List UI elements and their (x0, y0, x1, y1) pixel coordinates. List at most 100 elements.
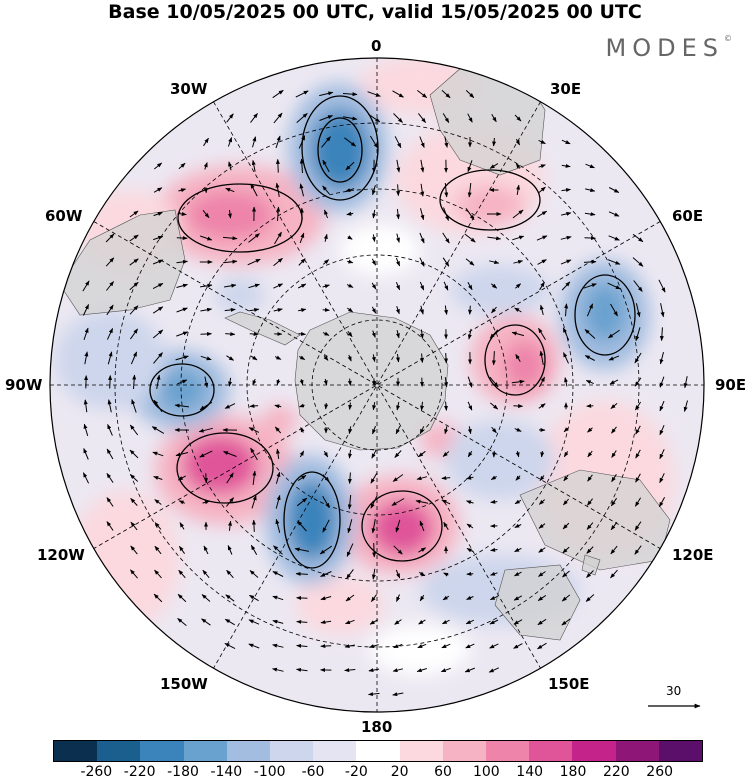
lon-label-0: 0 (371, 37, 382, 55)
colorbar-tick-label: 100 (472, 764, 500, 780)
wind-vector (299, 450, 305, 458)
colorbar-ticks: -260 -220 -180 -140 -100 -60 -20 20 60 100 140 180 2… (53, 764, 703, 782)
wind-vector (583, 283, 597, 289)
wind-vector (393, 113, 403, 123)
wind-vector (396, 401, 401, 411)
wind-vector (299, 158, 304, 174)
wind-vector (465, 90, 475, 98)
wind-vector (345, 161, 355, 171)
wind-vector (418, 547, 427, 553)
wind-vector (396, 159, 401, 173)
wind-vector (178, 188, 187, 193)
wind-vector (226, 497, 234, 507)
wind-vector (227, 209, 232, 219)
wind-vector (249, 403, 259, 408)
wind-vector (153, 593, 163, 603)
wind-vector (659, 424, 665, 436)
wind-vector (420, 401, 425, 411)
wind-vector (419, 426, 425, 435)
wind-vector (395, 257, 401, 267)
wind-vector (346, 569, 354, 580)
wind-vector (199, 450, 213, 458)
wind-vector (82, 304, 90, 316)
wind-vector (247, 258, 261, 266)
wind-vector (417, 643, 427, 649)
wind-vector (129, 258, 139, 266)
wind-vector (443, 572, 449, 577)
colorbar (53, 740, 703, 762)
wind-vector (563, 451, 569, 458)
wind-vector (372, 209, 377, 219)
wind-vector (611, 426, 617, 434)
wind-vector (394, 136, 402, 149)
wind-vector (153, 162, 163, 170)
wind-vector (275, 494, 281, 509)
wind-vector (106, 281, 114, 291)
wind-vector (176, 331, 189, 337)
wind-vector (368, 668, 380, 673)
wind-vector (298, 331, 306, 336)
colorbar-swatch (313, 741, 357, 761)
wind-vector (371, 568, 376, 580)
wind-vector (320, 644, 332, 649)
wind-vector (464, 233, 476, 243)
wind-vector (203, 545, 209, 555)
wind-vector (584, 355, 595, 361)
wind-vector (105, 257, 115, 267)
wind-vector (108, 375, 113, 389)
wind-vector (176, 307, 188, 313)
wind-vector (224, 307, 236, 312)
wind-vector (610, 521, 618, 531)
colorbar-swatch (140, 741, 184, 761)
lon-label-60e: 60E (672, 207, 704, 225)
wind-vector (396, 208, 401, 220)
wind-vector (228, 161, 232, 171)
wind-vector (585, 379, 594, 385)
wind-vector (272, 595, 284, 601)
wind-vector (659, 449, 665, 460)
wind-vector (248, 233, 260, 243)
lon-label-150w: 150W (160, 675, 208, 693)
wind-vector (392, 474, 404, 482)
wind-vector (444, 136, 449, 148)
wind-vector (539, 281, 545, 291)
wind-vector (105, 233, 115, 243)
wind-vector (200, 355, 212, 361)
wind-vector (250, 544, 258, 555)
wind-vector (562, 327, 570, 341)
wind-vector (199, 401, 213, 411)
wind-vector (607, 282, 621, 290)
wind-vector (489, 376, 499, 388)
wind-vector (296, 113, 308, 123)
wind-vector (537, 618, 547, 626)
wind-vector (370, 472, 378, 484)
wind-vector (537, 642, 547, 650)
wind-vector (300, 427, 305, 433)
wind-vector (347, 354, 352, 362)
wind-vector (395, 425, 401, 435)
wind-vector (585, 594, 595, 602)
wind-vector (371, 234, 376, 243)
wind-vector (586, 522, 594, 530)
wind-vector (513, 619, 523, 625)
wind-vector (489, 163, 499, 169)
wind-vector (272, 667, 284, 672)
wind-vector (347, 330, 353, 338)
wind-vector (466, 571, 474, 576)
wind-vector (224, 642, 236, 650)
wind-vector (248, 594, 259, 602)
wind-vector (274, 404, 282, 409)
wind-vector (319, 91, 334, 97)
wind-vector (248, 427, 260, 433)
colorbar-swatch (529, 741, 573, 761)
wind-vector (489, 643, 499, 649)
map-title: Base 10/05/2025 00 UTC, valid 15/05/2025… (108, 1, 642, 23)
colorbar-swatch (97, 741, 141, 761)
lon-label-90w: 90W (5, 376, 43, 394)
wind-vector (611, 450, 617, 458)
wind-vector (659, 351, 664, 365)
lon-label-60w: 60W (45, 207, 83, 225)
wind-vector (250, 183, 258, 197)
wind-vector (420, 159, 425, 173)
